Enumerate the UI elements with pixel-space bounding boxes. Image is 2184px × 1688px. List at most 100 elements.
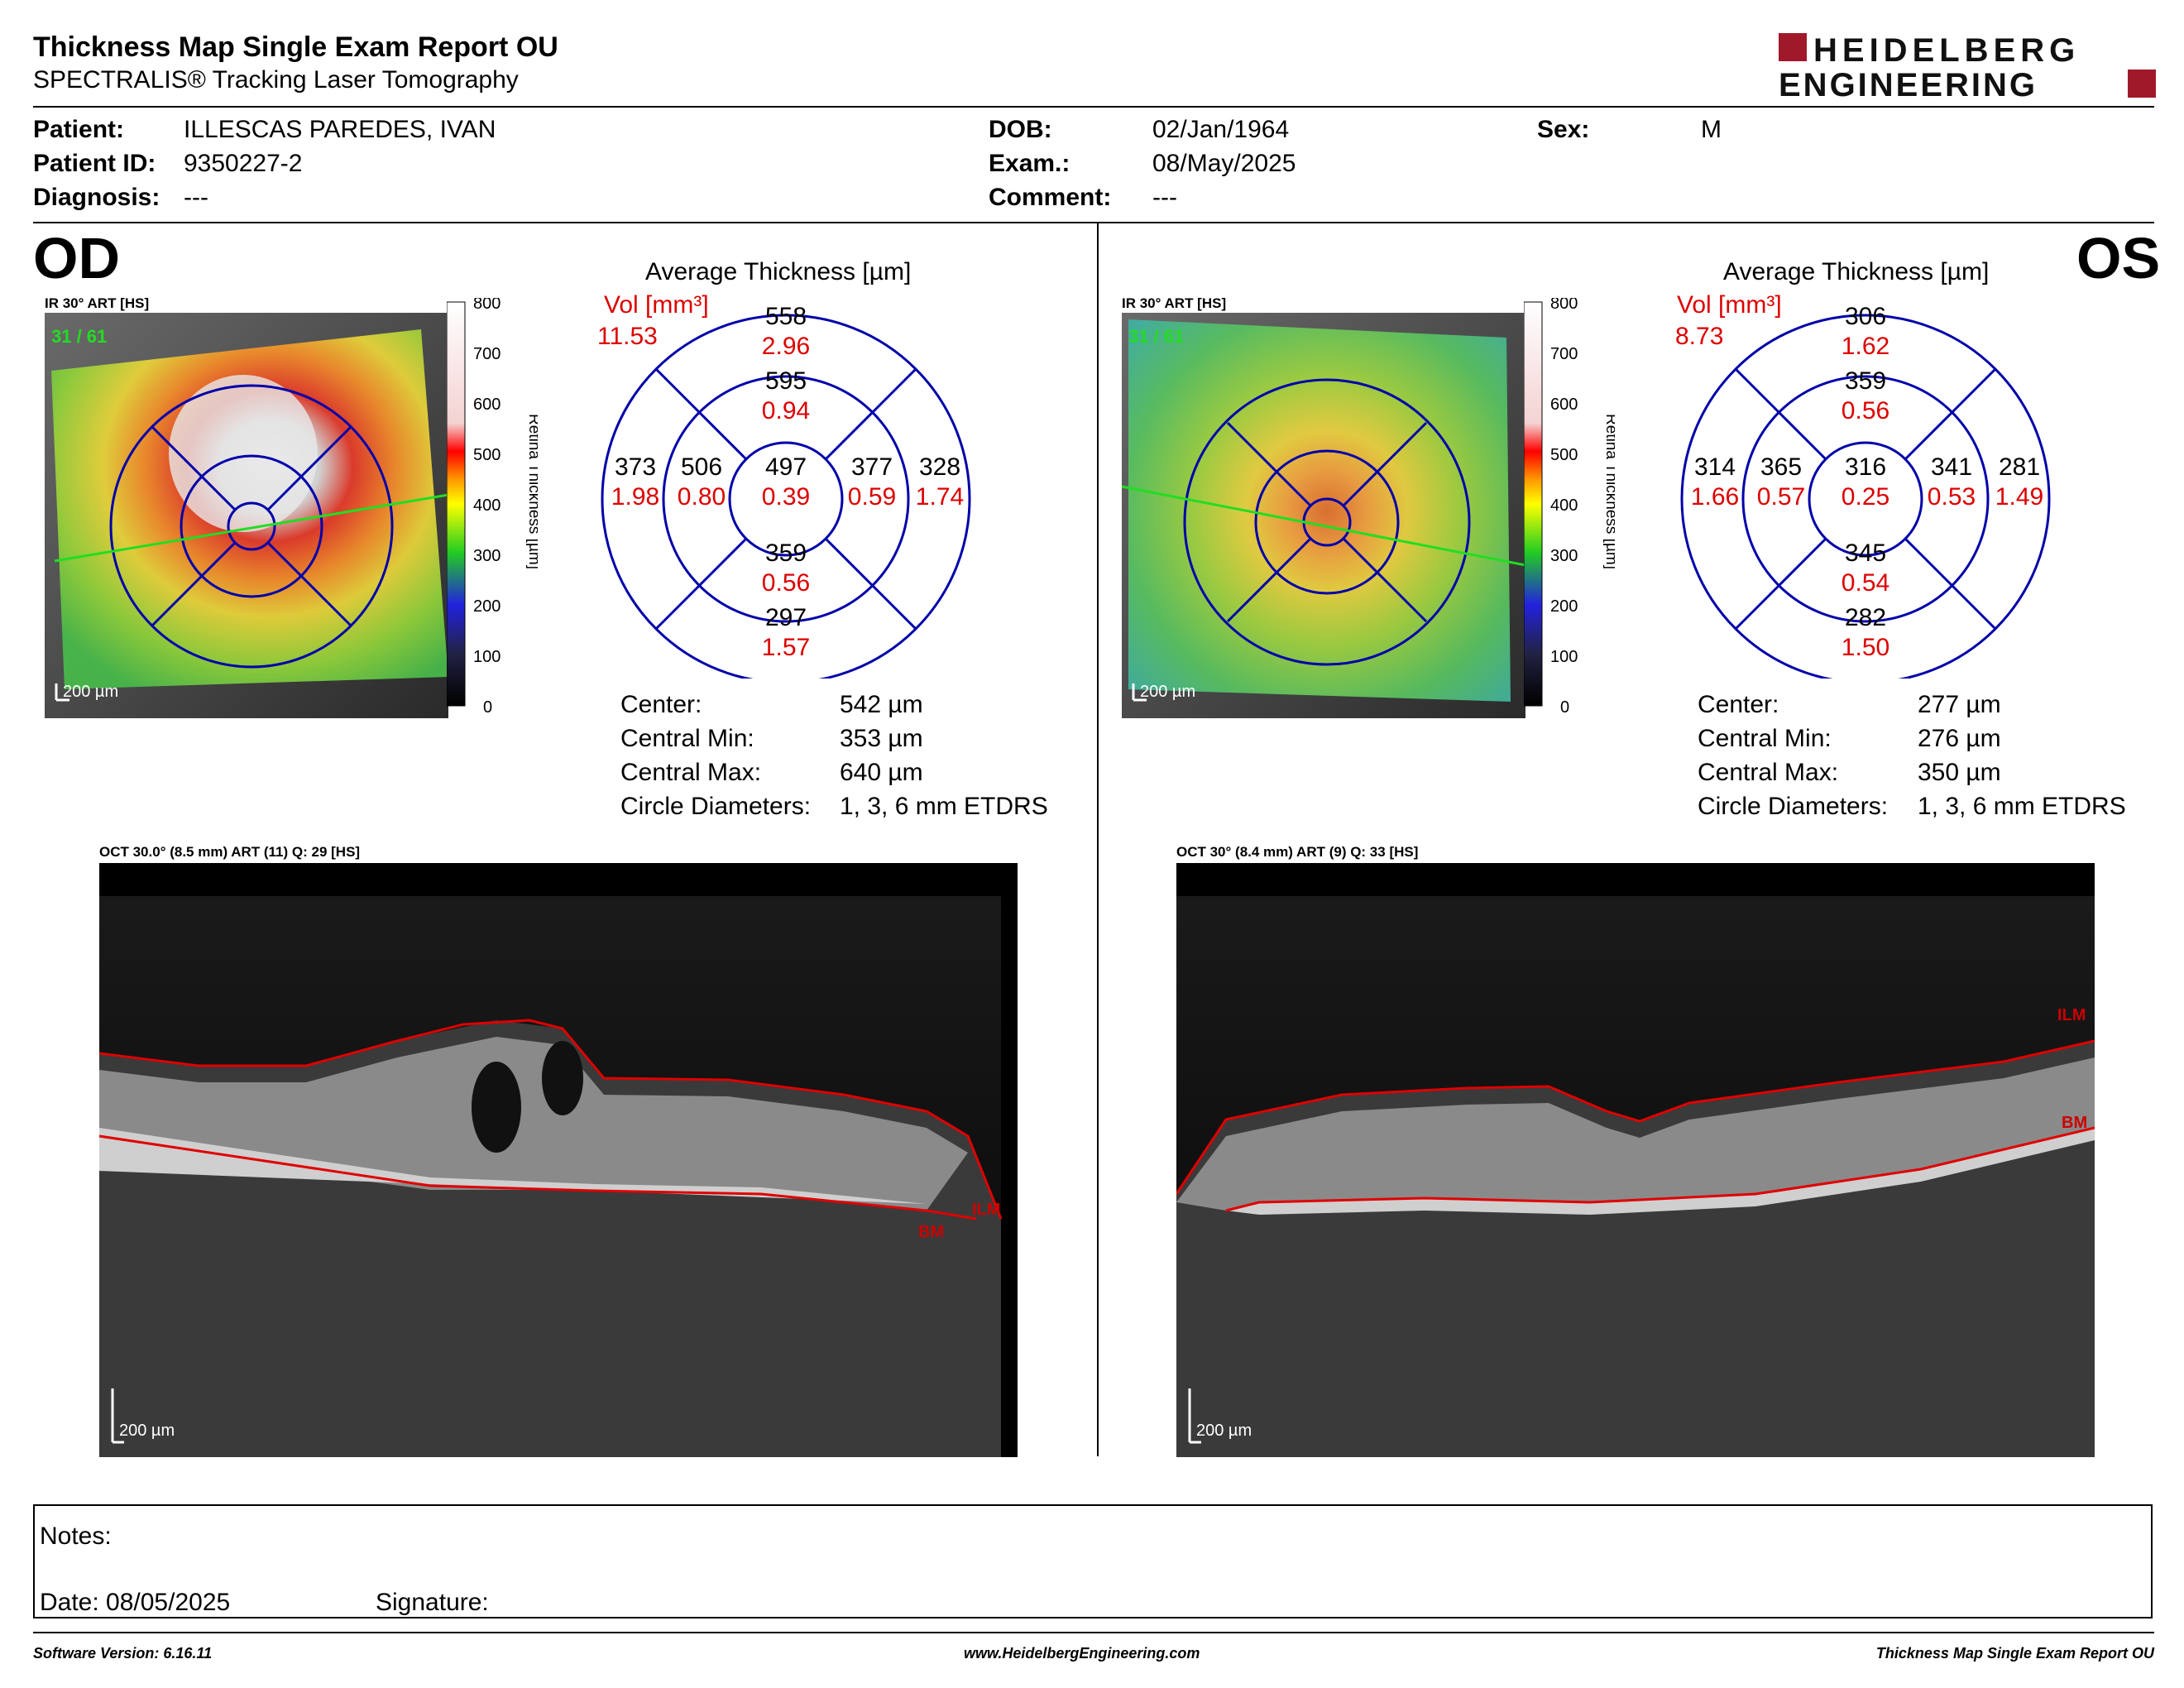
os-diam-label: Circle Diameters:	[1698, 793, 1889, 820]
svg-text:600: 600	[473, 396, 500, 414]
svg-text:0.56: 0.56	[1842, 397, 1889, 424]
os-max-value: 350 µm	[1918, 759, 2001, 786]
svg-text:ENGINEERING: ENGINEERING	[1779, 67, 2038, 101]
exam-label: Exam.:	[989, 150, 1070, 177]
svg-text:373: 373	[615, 453, 656, 481]
svg-text:0: 0	[483, 698, 492, 717]
patient-value: ILLESCAS PAREDES, IVAN	[184, 116, 496, 143]
svg-text:0.56: 0.56	[762, 569, 810, 597]
report-subtitle: SPECTRALIS® Tracking Laser Tomography	[33, 66, 519, 94]
svg-text:200 µm: 200 µm	[63, 683, 118, 701]
svg-text:1.50: 1.50	[1842, 634, 1889, 661]
svg-text:0.94: 0.94	[762, 397, 810, 424]
sex-value: M	[1701, 116, 1722, 143]
website-link[interactable]: www.HeidelbergEngineering.com	[964, 1645, 1200, 1662]
os-thickness-map: 31 / 61 200 µm	[1122, 313, 1525, 718]
report-title: Thickness Map Single Exam Report OU	[33, 31, 558, 63]
svg-text:600: 600	[1550, 396, 1578, 414]
diagnosis-label: Diagnosis:	[33, 184, 160, 211]
od-max-value: 640 µm	[840, 759, 923, 786]
svg-text:328: 328	[919, 453, 960, 481]
svg-text:400: 400	[473, 496, 500, 515]
os-eye-label: OS	[2076, 226, 2161, 290]
svg-text:314: 314	[1694, 453, 1736, 481]
svg-text:31 / 61: 31 / 61	[1128, 326, 1184, 347]
svg-text:506: 506	[681, 453, 722, 481]
svg-text:0.59: 0.59	[848, 483, 896, 511]
svg-text:497: 497	[765, 453, 807, 481]
svg-text:500: 500	[473, 446, 500, 464]
svg-text:282: 282	[1845, 604, 1886, 631]
info-divider	[33, 222, 2154, 223]
os-max-label: Central Max:	[1698, 759, 1839, 786]
exam-value: 08/May/2025	[1152, 150, 1296, 177]
heidelberg-logo: HEIDELBERG ENGINEERING	[1779, 32, 2156, 101]
svg-text:0.57: 0.57	[1757, 483, 1805, 511]
svg-text:341: 341	[1931, 453, 1972, 481]
svg-text:400: 400	[1550, 496, 1578, 515]
svg-text:100: 100	[1550, 648, 1578, 666]
svg-text:BM: BM	[2062, 1114, 2087, 1132]
svg-text:8.73: 8.73	[1675, 323, 1723, 350]
od-min-label: Central Min:	[620, 725, 754, 752]
svg-text:200: 200	[1550, 597, 1578, 616]
svg-text:316: 316	[1845, 453, 1886, 481]
os-min-label: Central Min:	[1698, 725, 1832, 752]
od-oct-scan: ILM BM 200 µm	[99, 863, 1018, 1457]
svg-text:2.96: 2.96	[762, 333, 810, 360]
comment-label: Comment:	[989, 184, 1112, 211]
eye-divider	[1097, 223, 1099, 1456]
dob-value: 02/Jan/1964	[1152, 116, 1290, 143]
os-diam-value: 1, 3, 6 mm ETDRS	[1918, 793, 2126, 820]
od-diam-value: 1, 3, 6 mm ETDRS	[840, 793, 1048, 820]
os-avg-title: Average Thickness [µm]	[1723, 258, 1990, 285]
svg-text:595: 595	[765, 367, 807, 395]
svg-text:700: 700	[473, 345, 500, 363]
svg-text:0.53: 0.53	[1928, 483, 1976, 511]
svg-text:800: 800	[473, 298, 500, 313]
date-label: Date: 08/05/2025	[40, 1589, 231, 1616]
od-colorbar: 800 700 600 500 400 300 200 100 0 Retina…	[447, 298, 538, 717]
od-max-label: Central Max:	[620, 759, 762, 786]
os-etdrs-grid: Vol [mm³] 8.73 306 1.62 359 0.56 316 0.2…	[1675, 291, 2051, 679]
os-oct-label: OCT 30° (8.4 mm) ART (9) Q: 33 [HS]	[1176, 844, 1419, 860]
svg-text:306: 306	[1845, 303, 1886, 330]
svg-text:0.54: 0.54	[1842, 569, 1889, 597]
sex-label: Sex:	[1537, 116, 1590, 143]
od-oct-label: OCT 30.0° (8.5 mm) ART (11) Q: 29 [HS]	[99, 844, 361, 860]
svg-text:558: 558	[765, 303, 807, 330]
svg-text:200: 200	[473, 597, 500, 616]
svg-text:345: 345	[1845, 539, 1886, 567]
svg-text:800: 800	[1550, 298, 1578, 313]
od-center-label: Center:	[620, 691, 702, 718]
svg-text:Vol [mm³]: Vol [mm³]	[604, 291, 709, 319]
svg-text:500: 500	[1550, 446, 1578, 464]
notes-box[interactable]	[33, 1504, 2153, 1618]
os-center-value: 277 µm	[1918, 691, 2001, 718]
svg-text:1.57: 1.57	[762, 634, 810, 661]
diagnosis-value: ---	[184, 184, 208, 211]
od-diam-label: Circle Diameters:	[620, 793, 812, 820]
software-version: Software Version: 6.16.11	[33, 1645, 213, 1662]
svg-text:300: 300	[473, 547, 500, 565]
os-oct-scan: ILM BM 200 µm	[1176, 863, 2095, 1457]
svg-text:BM: BM	[918, 1223, 944, 1241]
os-center-label: Center:	[1698, 691, 1779, 718]
svg-text:359: 359	[765, 539, 807, 567]
svg-text:0.39: 0.39	[762, 483, 810, 511]
od-etdrs-grid: Vol [mm³] 11.53 558 2.96 595 0.94 497 0.…	[597, 291, 971, 679]
svg-text:200 µm: 200 µm	[1196, 1422, 1252, 1440]
svg-text:200 µm: 200 µm	[119, 1422, 175, 1440]
svg-text:Retina Thickness [µm]: Retina Thickness [µm]	[1602, 414, 1615, 569]
svg-text:300: 300	[1550, 547, 1578, 565]
os-colorbar: 800 700 600 500 400 300 200 100 0 Retina…	[1524, 298, 1615, 717]
svg-text:359: 359	[1845, 367, 1886, 395]
svg-text:1.62: 1.62	[1842, 333, 1889, 360]
dob-label: DOB:	[989, 116, 1052, 143]
patient-id-value: 9350227-2	[184, 150, 303, 177]
svg-text:200 µm: 200 µm	[1140, 683, 1195, 701]
footer-divider	[33, 1632, 2154, 1633]
signature-label: Signature:	[376, 1589, 489, 1616]
svg-text:HEIDELBERG: HEIDELBERG	[1813, 32, 2080, 69]
svg-text:Vol [mm³]: Vol [mm³]	[1677, 291, 1782, 319]
